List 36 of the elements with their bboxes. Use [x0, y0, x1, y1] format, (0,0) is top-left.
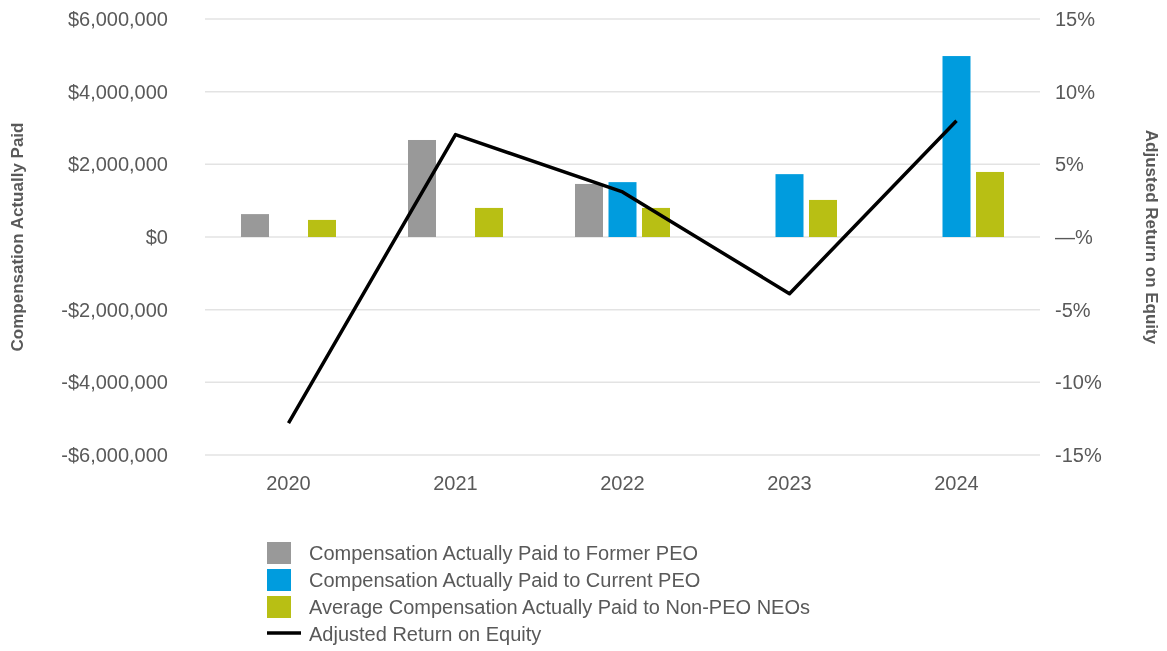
- bar: [475, 207, 503, 237]
- bar: [575, 183, 603, 237]
- bar: [608, 182, 637, 237]
- y2-tick-label: -5%: [1055, 298, 1091, 321]
- y-tick-label: $4,000,000: [67, 80, 168, 103]
- y2-tick-label: -10%: [1055, 371, 1102, 394]
- bar: [976, 171, 1004, 237]
- y-tick-label: -$4,000,000: [61, 371, 168, 394]
- y-tick-label: -$6,000,000: [61, 443, 168, 466]
- bar: [241, 214, 269, 237]
- bar: [775, 174, 804, 237]
- y2-tick-label: 5%: [1055, 153, 1085, 176]
- y-axis-title: Compensation Actually Paid: [8, 122, 27, 352]
- legend-label: Average Compensation Actually Paid to Non-PEO NEOs: [309, 596, 810, 618]
- y2-axis-title: Adjusted Return on Equity: [1142, 129, 1161, 345]
- bar: [408, 139, 436, 237]
- legend-label: Compensation Actually Paid to Current PEO: [309, 569, 701, 591]
- bar: [809, 199, 837, 237]
- x-tick-label: 2024: [934, 472, 979, 494]
- x-tick-label: 2020: [266, 472, 311, 494]
- legend-label: Adjusted Return on Equity: [309, 623, 542, 645]
- x-tick-label: 2022: [600, 472, 645, 494]
- y2-tick-label: -15%: [1055, 443, 1102, 466]
- legend-label: Compensation Actually Paid to Former PEO: [309, 542, 699, 564]
- x-tick-label: 2021: [433, 472, 478, 494]
- bar: [308, 219, 336, 237]
- y-tick-label: $2,000,000: [67, 153, 168, 176]
- y-tick-label: $6,000,000: [67, 7, 168, 30]
- y2-tick-label: 10%: [1055, 80, 1096, 103]
- y2-tick-label: —%: [1055, 225, 1093, 248]
- y-tick-label: -$2,000,000: [61, 298, 168, 321]
- y-tick-label: $0: [145, 225, 168, 248]
- line-series: [286, 118, 959, 425]
- x-tick-label: 2023: [767, 472, 812, 494]
- bar: [942, 56, 971, 237]
- y2-tick-label: 15%: [1055, 7, 1096, 30]
